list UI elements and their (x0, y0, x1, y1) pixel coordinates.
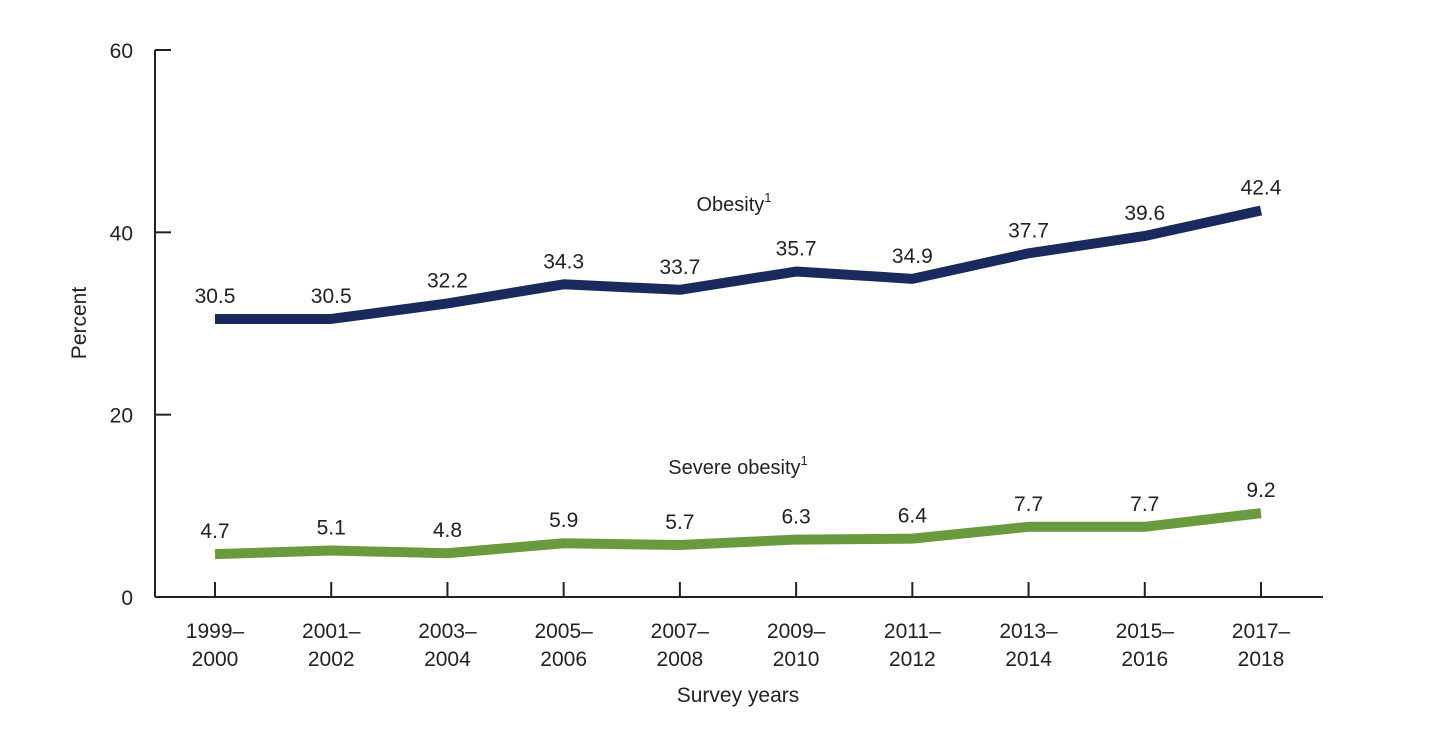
axes (154, 50, 1323, 598)
series-label-obesity-text: Obesity (696, 194, 764, 216)
y-tick-label: 20 (110, 405, 133, 428)
data-label: 34.9 (892, 245, 933, 268)
x-tick-label: 2017– 2018 (1232, 620, 1291, 671)
series-label-severe-obesity: Severe obesity1 (668, 453, 808, 479)
data-label: 5.7 (665, 511, 694, 534)
x-tick-label: 1999– 2000 (186, 620, 245, 671)
x-tick-label-line: 2009– (767, 620, 826, 643)
y-tick-label: 40 (110, 222, 133, 245)
x-tick-label: 2011– 2012 (884, 620, 941, 671)
x-tick-label: 2015– 2016 (1116, 620, 1175, 671)
data-label: 32.2 (427, 269, 468, 292)
data-label: 35.7 (776, 238, 817, 261)
series-lines (214, 205, 1263, 560)
x-tick-label-line: 2016 (1121, 648, 1168, 671)
data-label: 9.2 (1246, 479, 1275, 502)
data-label: 4.8 (433, 519, 462, 542)
data-label: 34.3 (543, 250, 584, 273)
x-tick-label-line: 2012 (889, 648, 936, 671)
series-line-severe-obesity (214, 508, 1262, 560)
x-tick-label-line: 2015– (1116, 620, 1175, 643)
x-tick-label-line: 2001– (302, 620, 361, 643)
data-label: 5.9 (549, 509, 578, 532)
x-tick-label-line: 2006 (540, 648, 587, 671)
x-tick-label: 2003– 2004 (418, 620, 477, 671)
series-label-obesity: Obesity1 (696, 190, 771, 216)
series-label-severe-obesity-text: Severe obesity (668, 457, 800, 479)
x-ticks: 1999– 2000 2001– 2002 2003– 2004 2005– 2006 2007… (186, 582, 1291, 671)
x-tick-label: 2001– 2002 (302, 620, 361, 671)
y-ticks: 0 20 40 60 (110, 40, 171, 610)
data-label: 7.7 (1014, 493, 1043, 516)
x-tick-label-line: 2010 (773, 648, 820, 671)
x-tick-label-line: 2014 (1005, 648, 1052, 671)
x-tick-label-line: 2018 (1238, 648, 1285, 671)
x-tick-label-line: 2017– (1232, 620, 1291, 643)
series-line-obesity (215, 205, 1263, 324)
y-tick-label: 60 (110, 40, 133, 63)
data-labels: 30.5 30.5 32.2 34.3 33.7 35.7 34.9 37.7 39.6 42.4… (195, 176, 1282, 543)
data-label: 6.4 (898, 505, 928, 528)
x-tick-label-line: 2011– (884, 620, 941, 643)
x-tick-label-line: 2000 (192, 648, 239, 671)
series-label-severe-obesity-footnote: 1 (801, 453, 808, 468)
x-tick-label-line: 2005– (534, 620, 593, 643)
x-tick-label-line: 2004 (424, 648, 471, 671)
data-label: 5.1 (317, 517, 346, 540)
x-tick-label: 2007– 2008 (651, 620, 710, 671)
x-tick-label: 2013– 2014 (999, 620, 1058, 671)
x-tick-label-line: 1999– (186, 620, 245, 643)
data-label: 37.7 (1008, 219, 1049, 242)
data-label: 6.3 (782, 506, 811, 529)
x-tick-label-line: 2002 (308, 648, 355, 671)
x-tick-label: 2009– 2010 (767, 620, 826, 671)
data-label: 42.4 (1241, 176, 1282, 199)
x-tick-label-line: 2003– (418, 620, 477, 643)
y-tick-label: 0 (121, 587, 133, 610)
data-label: 7.7 (1130, 493, 1159, 516)
x-tick-label-line: 2013– (999, 620, 1058, 643)
x-tick-label-line: 2007– (651, 620, 710, 643)
data-label: 30.5 (311, 285, 352, 308)
data-label: 39.6 (1124, 202, 1165, 225)
series-label-obesity-footnote: 1 (764, 190, 771, 205)
x-axis-title: Survey years (677, 684, 800, 707)
x-tick-label-line: 2008 (657, 648, 704, 671)
x-tick-label: 2005– 2006 (534, 620, 593, 671)
data-label: 30.5 (195, 285, 236, 308)
y-axis-title: Percent (68, 287, 91, 360)
data-label: 33.7 (659, 256, 700, 279)
data-label: 4.7 (200, 520, 229, 543)
